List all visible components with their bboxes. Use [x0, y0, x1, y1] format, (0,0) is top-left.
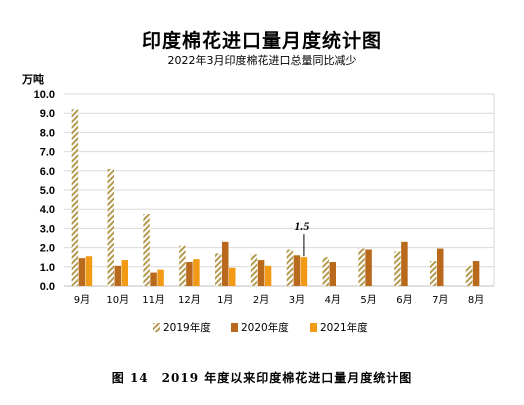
bar-2021年度-12月	[193, 259, 200, 286]
bar-2019年度-8月	[465, 265, 473, 286]
bar-2021年度-11月	[157, 269, 164, 286]
y-tick-label: 1.0	[40, 262, 55, 274]
bar-2020年度-2月	[257, 260, 265, 286]
y-tick-label: 8.0	[40, 127, 55, 139]
bar-2020年度-11月	[150, 272, 157, 286]
bar-2020年度-4月	[329, 262, 336, 286]
bar-2019年度-10月	[107, 168, 114, 286]
bar-2021年度-2月	[264, 265, 272, 286]
bar-2021年度-9月	[85, 256, 93, 286]
y-axis-unit-label: 万吨	[22, 73, 44, 86]
x-category-label: 8月	[468, 294, 484, 306]
bar-2020年度-12月	[186, 262, 193, 286]
x-category-label: 3月	[289, 294, 305, 306]
y-tick-label: 4.0	[40, 204, 55, 216]
y-tick-label: 9.0	[40, 108, 55, 120]
bar-2020年度-8月	[472, 261, 480, 286]
bar-2019年度-1月	[215, 253, 222, 286]
bar-2020年度-1月	[222, 241, 229, 286]
chart-title: 印度棉花进口量月度统计图	[141, 30, 382, 52]
bar-2020年度-9月	[78, 258, 86, 286]
x-category-label: 11月	[142, 294, 165, 306]
y-axis-ticks: 0.0 1.0 2.0 3.0 4.0 5.0 6.0 7.0 8.0 9.0 10.0	[34, 89, 55, 293]
grid-lines	[64, 93, 495, 287]
x-category-label: 12月	[178, 294, 201, 306]
x-category-label: 4月	[325, 294, 341, 306]
bar-2019年度-9月	[71, 109, 79, 286]
legend-swatch	[310, 323, 317, 332]
bar-2021年度-3月	[300, 257, 308, 286]
x-category-label: 2月	[253, 294, 269, 306]
bar-2019年度-7月	[430, 261, 437, 286]
y-tick-label: 3.0	[40, 223, 55, 235]
bar-2019年度-6月	[394, 251, 401, 286]
bar-2020年度-3月	[293, 255, 301, 286]
legend-label: 2019年度	[163, 321, 211, 334]
annotations: 1.5	[294, 219, 309, 257]
y-tick-label: 5.0	[40, 185, 55, 197]
bar-2019年度-3月	[286, 249, 294, 286]
bar-2019年度-11月	[143, 214, 150, 286]
y-tick-label: 2.0	[40, 243, 55, 255]
x-category-label: 5月	[360, 294, 376, 306]
legend-swatch	[153, 323, 160, 332]
bar-2021年度-1月	[229, 267, 236, 286]
y-tick-label: 7.0	[40, 147, 55, 159]
bar-2020年度-10月	[114, 265, 121, 286]
y-tick-label: 0.0	[40, 281, 55, 293]
figure-caption: 图 14 2019 年度以来印度棉花进口量月度统计图	[111, 371, 413, 385]
x-axis-categories: 9月 10月 11月 12月 1月 2月 3月 4月 5月 6月 7月 8月	[74, 294, 485, 306]
bar-2019年度-4月	[322, 257, 329, 286]
bar-2019年度-12月	[179, 245, 186, 286]
y-tick-label: 6.0	[40, 166, 55, 178]
bar-2019年度-5月	[358, 248, 365, 286]
bars	[71, 109, 480, 286]
bar-2021年度-10月	[121, 260, 128, 286]
x-category-label: 6月	[396, 294, 412, 306]
x-category-label: 1月	[217, 294, 233, 306]
bar-2019年度-2月	[250, 254, 258, 286]
chart-subtitle: 2022年3月印度棉花进口总量同比减少	[167, 54, 357, 67]
legend-label: 2020年度	[241, 321, 289, 334]
x-category-label: 7月	[432, 294, 448, 306]
bar-2020年度-6月	[401, 241, 408, 286]
y-tick-label: 10.0	[34, 89, 55, 101]
legend-label: 2021年度	[320, 321, 368, 334]
legend-swatch	[231, 323, 238, 332]
bar-2020年度-5月	[365, 249, 372, 286]
legend: 2019年度 2020年度 2021年度	[153, 321, 368, 334]
x-category-label: 10月	[106, 294, 129, 306]
annotation-label: 1.5	[294, 219, 309, 233]
bar-2020年度-7月	[437, 248, 444, 286]
x-category-label: 9月	[74, 294, 90, 306]
